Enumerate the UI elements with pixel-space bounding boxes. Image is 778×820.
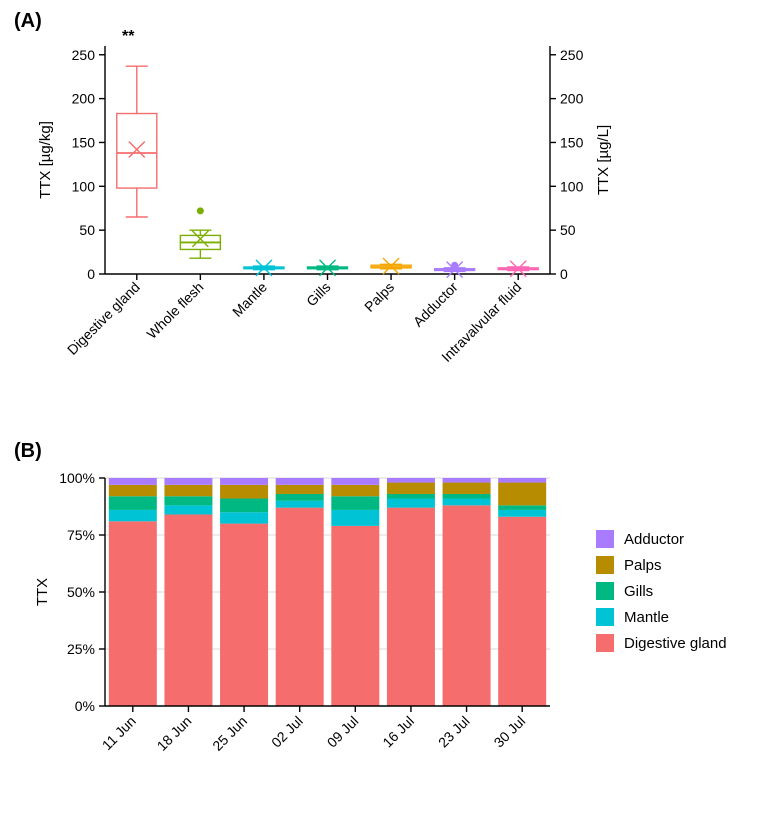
stack-segment: [220, 512, 268, 523]
stack-segment: [164, 496, 212, 505]
box: [117, 114, 157, 189]
panel-b-chart: 0% 25% 50% 75% 100% TTX 11 Jun 18 Jun 25 Jun 02 J…: [0, 440, 778, 820]
x-category: Palps: [361, 279, 397, 315]
x-category: Gills: [303, 279, 334, 310]
stack-segment: [387, 478, 435, 483]
ytick: 100%: [59, 470, 95, 486]
stack-segment: [443, 478, 491, 483]
ytick-left: 250: [72, 47, 96, 63]
stack-segment: [109, 510, 157, 521]
x-date: 30 Jul: [491, 713, 529, 751]
stack-segment: [331, 485, 379, 496]
stack-segment: [443, 505, 491, 706]
figure: { "panelA": { "label": "(A)", "sig_marke…: [0, 0, 778, 813]
legend-swatch: [596, 582, 614, 600]
stack-segment: [387, 499, 435, 508]
stack-segment: [220, 485, 268, 499]
x-date: 18 Jun: [154, 713, 195, 754]
stack-segment: [109, 478, 157, 485]
stack-segment: [220, 478, 268, 485]
stack-segment: [498, 505, 546, 510]
ytick-left: 150: [72, 134, 96, 150]
stack-segment: [276, 478, 324, 485]
stack-segment: [498, 483, 546, 506]
legend-label: Mantle: [624, 609, 669, 626]
stack-segment: [276, 501, 324, 508]
stack-segment: [276, 485, 324, 494]
stack-segment: [164, 478, 212, 485]
legend-swatch: [596, 556, 614, 574]
y-axis-label-right: TTX [µg/L]: [595, 125, 612, 195]
x-date: 11 Jun: [99, 713, 139, 753]
ytick-left: 0: [87, 266, 95, 282]
legend-swatch: [596, 530, 614, 548]
x-date: 25 Jun: [209, 713, 250, 754]
stack-segment: [276, 494, 324, 501]
x-category: Digestive gland: [64, 279, 143, 358]
stack-segment: [331, 526, 379, 706]
x-category: Mantle: [229, 279, 270, 320]
legend-label: Digestive gland: [624, 635, 727, 652]
legend-label: Gills: [624, 583, 653, 600]
stack-segment: [331, 510, 379, 526]
stack-segment: [164, 514, 212, 706]
ytick: 50%: [67, 584, 95, 600]
stack-segment: [498, 510, 546, 517]
legend-label: Adductor: [624, 531, 684, 548]
legend-label: Palps: [624, 557, 662, 574]
stack-segment: [164, 505, 212, 514]
stack-segment: [220, 524, 268, 706]
ytick-left: 100: [72, 178, 96, 194]
legend-swatch: [596, 634, 614, 652]
legend-swatch: [596, 608, 614, 626]
stack-segment: [443, 499, 491, 506]
stack-segment: [109, 496, 157, 510]
stack-segment: [443, 483, 491, 494]
x-date: 16 Jul: [379, 713, 417, 751]
stack-segment: [220, 499, 268, 513]
x-category: Adductor: [410, 279, 461, 330]
stack-segment: [387, 508, 435, 706]
x-date: 02 Jul: [268, 713, 306, 751]
outlier: [197, 207, 204, 214]
x-date: 09 Jul: [324, 713, 362, 751]
ytick-right: 250: [560, 47, 584, 63]
stack-segment: [109, 485, 157, 496]
stack-segment: [109, 521, 157, 706]
stack-segment: [387, 483, 435, 494]
outlier: [451, 262, 458, 269]
stack-segment: [164, 485, 212, 496]
stack-segment: [331, 478, 379, 485]
stack-segment: [498, 478, 546, 483]
ytick-left: 50: [79, 222, 95, 238]
stack-segment: [387, 494, 435, 499]
ytick: 75%: [67, 527, 95, 543]
x-date: 23 Jul: [435, 713, 473, 751]
x-category: Whole flesh: [143, 279, 206, 342]
ytick-right: 200: [560, 91, 584, 107]
ytick-right: 50: [560, 222, 576, 238]
ytick-left: 200: [72, 91, 96, 107]
ytick: 25%: [67, 641, 95, 657]
y-axis-label: TTX: [34, 578, 51, 606]
stack-segment: [443, 494, 491, 499]
ytick-right: 0: [560, 266, 568, 282]
panel-a-chart: 0 0 50 50 100 100 150 150 200 200 250 250 TTX [µg/kg…: [0, 0, 778, 440]
ytick-right: 150: [560, 134, 584, 150]
stack-segment: [498, 517, 546, 706]
stack-segment: [331, 496, 379, 510]
y-axis-label-left: TTX [µg/kg]: [37, 121, 54, 199]
ytick-right: 100: [560, 178, 584, 194]
ytick: 0%: [75, 698, 95, 714]
stack-segment: [276, 508, 324, 706]
